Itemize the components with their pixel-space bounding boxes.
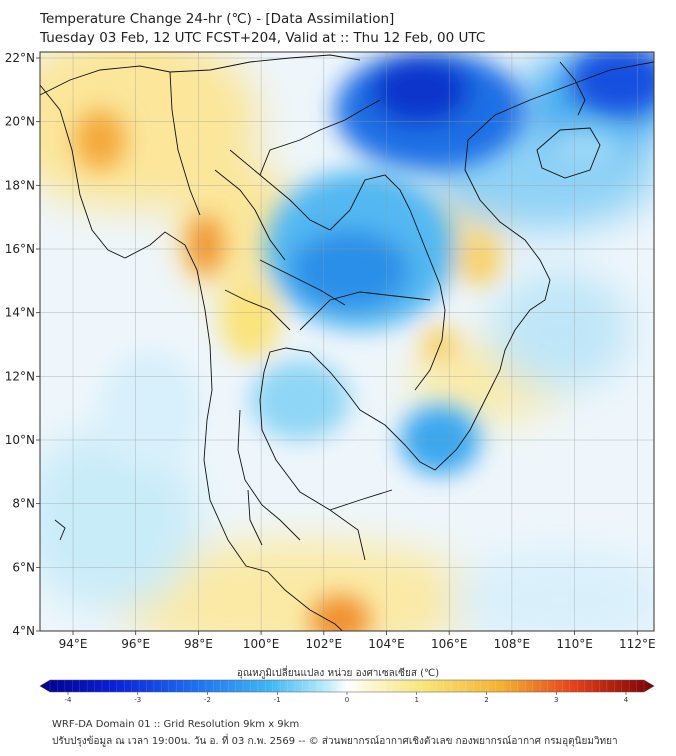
- colorbar-tick-label: 3: [554, 696, 558, 704]
- lon-tick-label: 108°E: [494, 637, 531, 651]
- lat-tick-label: 22°N: [5, 51, 35, 65]
- lat-tick-label: 18°N: [5, 178, 35, 192]
- colorbar-tick-label: 2: [484, 696, 488, 704]
- lon-tick-label: 110°E: [556, 637, 593, 651]
- colorbar: -4 -3 -2 -1 0 1 2 3 4: [39, 679, 655, 704]
- colorbar-tick-label: 0: [345, 696, 349, 704]
- plot-frame: [39, 51, 655, 632]
- lon-tick-label: 96°E: [121, 637, 150, 651]
- map-title: Temperature Change 24-hr (℃) - [Data Ass…: [40, 11, 395, 27]
- colorbar-ticks: -4 -3 -2 -1 0 1 2 3 4: [49, 680, 645, 704]
- lat-tick-label: 20°N: [5, 115, 35, 129]
- lon-tick-label: 100°E: [243, 637, 280, 651]
- lon-tick-label: 112°E: [619, 637, 656, 651]
- lon-tick-label: 106°E: [431, 637, 468, 651]
- lat-tick-label: 4°N: [12, 624, 35, 638]
- lon-tick-label: 102°E: [306, 637, 343, 651]
- colorbar-bar: [39, 679, 655, 693]
- lon-tick-label: 98°E: [184, 637, 213, 651]
- colorbar-tick-label: -1: [274, 696, 281, 704]
- lon-tick-label: 104°E: [368, 637, 405, 651]
- lat-tick-label: 6°N: [12, 560, 35, 574]
- lat-tick-label: 16°N: [5, 242, 35, 256]
- lon-tick-label: 94°E: [59, 637, 88, 651]
- latitude-axis: 22°N 20°N 18°N 16°N 14°N 12°N 10°N 8°N 6°N 4°N: [5, 51, 40, 638]
- lat-tick-label: 14°N: [5, 306, 35, 320]
- coastlines-and-borders: [40, 54, 654, 631]
- lat-tick-label: 8°N: [12, 497, 35, 511]
- footer-credit: ปรับปรุงข้อมูล ณ เวลา 19:00น. วัน อ. ที่…: [52, 736, 618, 747]
- colorbar-tick-label: 4: [624, 696, 629, 704]
- lat-tick-label: 10°N: [5, 433, 35, 447]
- footer-domain-info: WRF-DA Domain 01 :: Grid Resolution 9km …: [52, 719, 300, 730]
- colorbar-tick-label: -4: [65, 696, 73, 704]
- colorbar-tick-label: 1: [415, 696, 419, 704]
- longitude-axis: 94°E 96°E 98°E 100°E 102°E 104°E 106°E 108°E 110…: [59, 631, 656, 651]
- colorbar-tick-label: -3: [134, 696, 141, 704]
- temperature-field: [40, 52, 654, 631]
- colorbar-label: อุณหภูมิเปลี่ยนแปลง หน่วย องศาเซลเซียส (…: [236, 668, 440, 679]
- map-gridlines: [40, 52, 654, 632]
- lat-tick-label: 12°N: [5, 369, 35, 383]
- colorbar-tick-label: -2: [204, 696, 211, 704]
- map-subtitle: Tuesday 03 Feb, 12 UTC FCST+204, Valid a…: [40, 30, 486, 46]
